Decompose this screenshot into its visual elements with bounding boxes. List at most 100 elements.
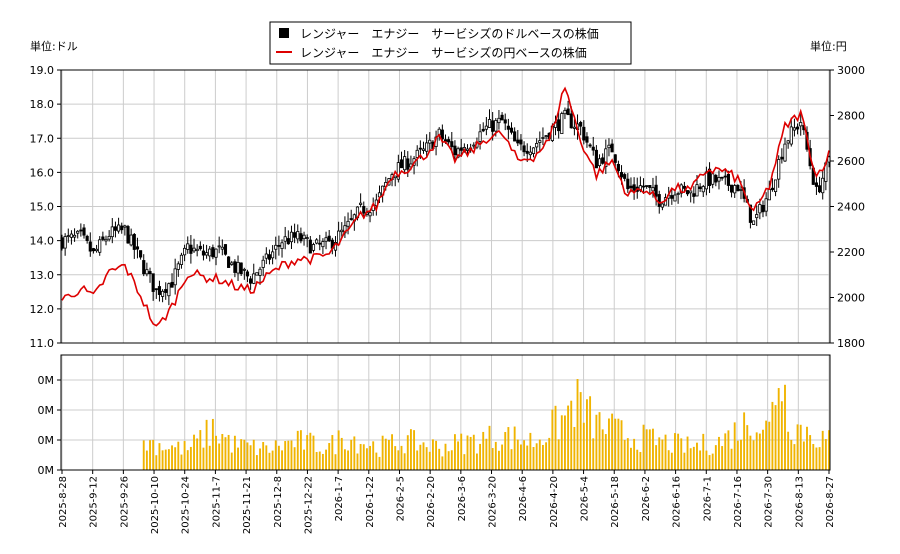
volume-bar <box>557 439 560 470</box>
candle-body <box>289 231 294 243</box>
candle-body <box>161 290 165 297</box>
volume-bar <box>177 441 180 470</box>
candle-body <box>465 148 470 151</box>
candle-body <box>76 230 80 234</box>
candle-body <box>645 185 649 187</box>
volume-bar <box>422 442 425 470</box>
volume-bar <box>318 451 321 470</box>
volume-bar <box>809 435 812 470</box>
volume-bar <box>488 425 491 470</box>
candle-body <box>641 185 646 188</box>
volume-bar <box>321 453 324 470</box>
volume-bar <box>749 435 752 470</box>
right-tick-label: 2200 <box>837 246 865 259</box>
candle-body <box>148 271 152 275</box>
candle-body <box>654 184 658 197</box>
candle-body <box>497 117 501 124</box>
candle-body <box>792 127 796 131</box>
candle-body <box>651 187 655 192</box>
candle-body <box>302 234 306 240</box>
volume-bar <box>604 434 607 470</box>
candle-body <box>733 185 737 194</box>
candle-body <box>88 241 92 252</box>
volume-bar <box>545 442 548 470</box>
candle-body <box>616 163 620 172</box>
volume-bar <box>479 443 482 470</box>
candle-body <box>189 244 193 254</box>
candle-body <box>227 256 231 268</box>
right-tick-label: 2000 <box>837 292 865 305</box>
volume-bar <box>309 432 312 470</box>
candle-body <box>758 204 762 214</box>
x-tick-label: 2025-12-8 <box>273 476 284 528</box>
volume-bar <box>274 440 277 470</box>
right-tick-label: 1800 <box>837 337 865 350</box>
candle-body <box>701 186 705 193</box>
volume-bar <box>277 445 280 470</box>
volume-bar <box>208 445 211 470</box>
volume-bar <box>287 440 290 470</box>
yen-price-line <box>61 86 830 327</box>
volume-bar <box>714 445 717 470</box>
candle-body <box>484 125 488 130</box>
volume-bar <box>777 388 780 470</box>
candle-body <box>72 234 77 238</box>
volume-bar <box>252 439 255 470</box>
volume-bar <box>674 433 676 470</box>
candle-body <box>619 172 624 178</box>
candle-body <box>506 125 510 130</box>
volume-bar <box>453 434 456 470</box>
right-price-axis: 1800 2000 2200 2400 2600 2800 3000 <box>830 64 865 350</box>
x-tick-label: 2026-4-20 <box>549 476 560 528</box>
candle-body <box>340 229 344 233</box>
volume-bar <box>438 448 441 470</box>
volume-bar <box>510 449 513 470</box>
volume-bar <box>347 450 349 470</box>
candle-body <box>286 238 290 245</box>
candle-body <box>283 236 287 242</box>
candle-body <box>139 250 143 258</box>
volume-bar <box>667 450 670 470</box>
volume-bar <box>733 422 736 470</box>
candle-body <box>513 131 517 142</box>
candle-body <box>120 225 124 231</box>
x-tick-label: 2025-11-7 <box>211 476 222 528</box>
volume-bar <box>331 435 334 470</box>
volume-bar <box>630 447 632 470</box>
volume-bar <box>255 455 258 470</box>
volume-bar <box>799 424 802 470</box>
x-tick-label: 2025-10-24 <box>181 476 192 534</box>
candle-body <box>450 141 454 148</box>
x-tick-label: 2025-8-28 <box>58 476 69 528</box>
candle-body <box>786 140 790 144</box>
candle-body <box>748 204 752 223</box>
volume-bar <box>230 452 233 470</box>
candle-body <box>63 236 67 249</box>
volume-bar <box>661 439 664 470</box>
volume-bar <box>828 430 830 470</box>
volume-bar <box>145 450 148 470</box>
x-tick-label: 2026-7-16 <box>733 476 744 528</box>
volume-bar <box>457 441 460 470</box>
volume-bar <box>199 430 202 470</box>
candle-body <box>692 193 696 197</box>
volume-bar <box>362 444 365 470</box>
candle-body <box>208 248 212 257</box>
candle-body <box>255 272 259 276</box>
candle-body <box>711 173 715 185</box>
volume-bar <box>268 452 271 470</box>
candle-body <box>773 179 778 193</box>
volume-bar <box>152 439 155 470</box>
candle-body <box>277 244 281 247</box>
candle-body <box>173 268 177 286</box>
x-tick-label: 2026-2-5 <box>395 476 406 521</box>
candle-body <box>670 195 674 199</box>
volume-bar <box>699 450 702 470</box>
volume-bar <box>787 431 790 470</box>
volume-bar <box>485 438 488 470</box>
candle-body <box>535 142 539 148</box>
candle-body <box>280 242 284 249</box>
candle-body <box>723 175 727 178</box>
candle-body <box>107 235 111 240</box>
volume-bar <box>340 437 343 470</box>
